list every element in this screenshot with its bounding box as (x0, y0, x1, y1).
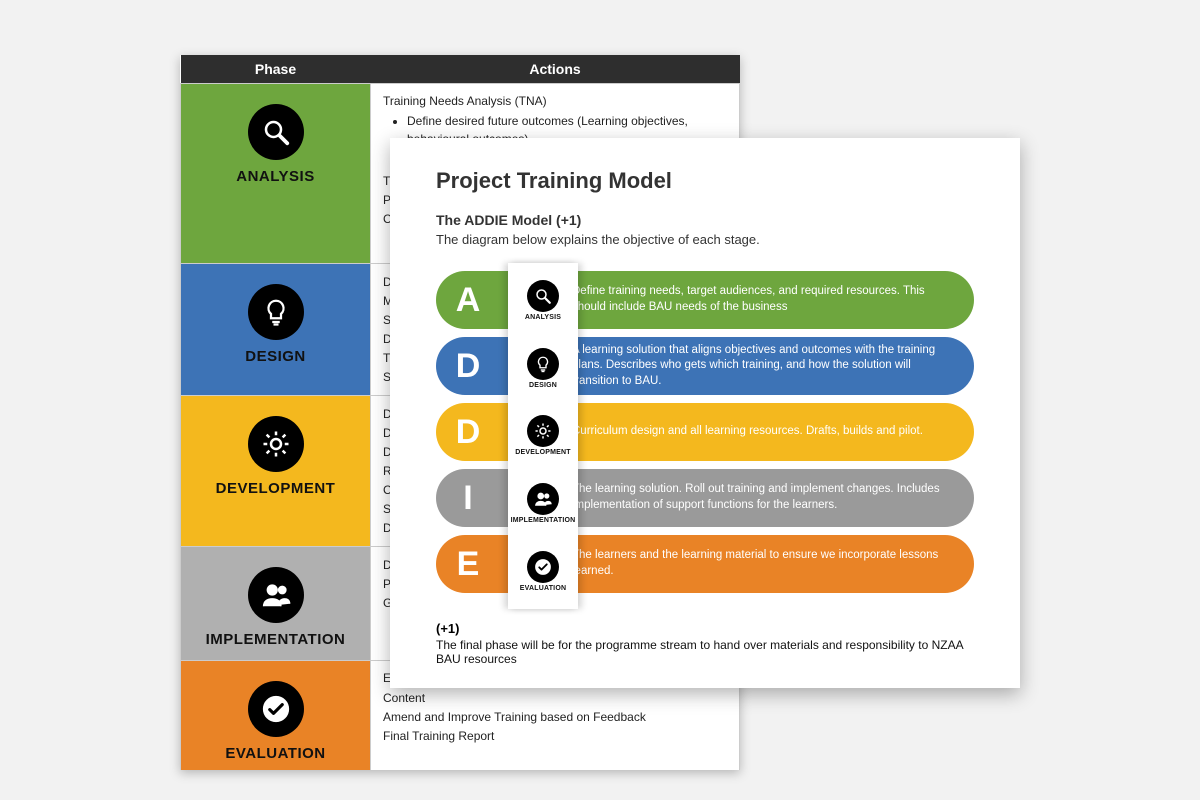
icon-block-development: DEVELOPMENT (515, 415, 570, 456)
phase-label: EVALUATION (187, 745, 364, 762)
phase-label: IMPLEMENTATION (187, 631, 364, 648)
icon-label: DESIGN (527, 382, 559, 389)
pill-letter: A (436, 281, 494, 320)
gear-icon (527, 415, 559, 447)
phase-cell-development: DEVELOPMENT (181, 396, 371, 547)
pill-description: The learning solution. Roll out training… (572, 482, 974, 513)
icon-label: EVALUATION (520, 585, 566, 592)
diagram-caption: The diagram below explains the objective… (436, 232, 974, 247)
phase-cell-design: DESIGN (181, 264, 371, 396)
plus-one-text: The final phase will be for the programm… (436, 638, 974, 666)
icon-block-analysis: ANALYSIS (525, 280, 561, 321)
pill-description: Define training needs, target audiences,… (572, 284, 974, 315)
phase-cell-implementation: IMPLEMENTATION (181, 547, 371, 661)
pill-letter: E (436, 545, 494, 584)
gear-icon (248, 416, 304, 472)
pill-letter: D (436, 347, 494, 386)
people-icon (527, 483, 559, 515)
plus-one-heading: (+1) (436, 621, 974, 636)
phase-label: ANALYSIS (187, 168, 364, 185)
people-icon (248, 567, 304, 623)
page-subtitle: The ADDIE Model (+1) (436, 212, 974, 228)
icon-block-evaluation: EVALUATION (520, 551, 566, 592)
addie-icon-column: ANALYSIS DESIGN DEVELOPMENT IMPLEMENTATI… (508, 263, 578, 609)
icon-block-implementation: IMPLEMENTATION (511, 483, 576, 524)
check-icon (527, 551, 559, 583)
addie-diagram: A Define training needs, target audience… (436, 267, 974, 605)
icon-block-design: DESIGN (527, 348, 559, 389)
pill-description: Curriculum design and all learning resou… (572, 424, 974, 440)
phase-cell-evaluation: EVALUATION (181, 661, 371, 771)
page-title: Project Training Model (436, 168, 974, 194)
bulb-icon (527, 348, 559, 380)
pill-description: A learning solution that aligns objectiv… (572, 343, 974, 390)
search-icon (248, 104, 304, 160)
pill-letter: I (436, 479, 494, 518)
phase-label: DEVELOPMENT (187, 480, 364, 497)
pill-description: The learners and the learning material t… (572, 548, 974, 579)
col-header-actions: Actions (371, 55, 740, 84)
icon-label: DEVELOPMENT (515, 449, 570, 456)
phase-label: DESIGN (187, 348, 364, 365)
icon-label: ANALYSIS (525, 314, 561, 321)
project-training-model-doc: Project Training Model The ADDIE Model (… (390, 138, 1020, 688)
pill-letter: D (436, 413, 494, 452)
col-header-phase: Phase (181, 55, 371, 84)
search-icon (527, 280, 559, 312)
phase-cell-analysis: ANALYSIS (181, 84, 371, 264)
icon-label: IMPLEMENTATION (511, 517, 576, 524)
bulb-icon (248, 284, 304, 340)
check-icon (248, 681, 304, 737)
